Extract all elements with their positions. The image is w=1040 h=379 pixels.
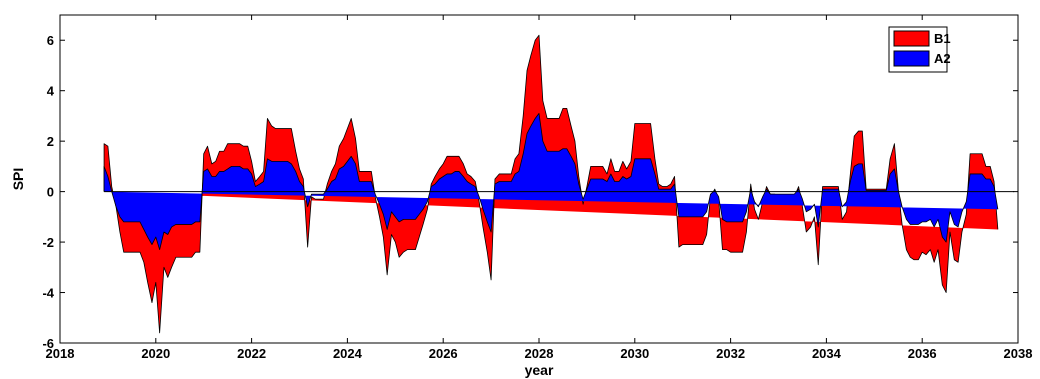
legend-label-a2: A2 bbox=[934, 51, 951, 66]
x-tick-label: 2022 bbox=[237, 346, 266, 361]
x-tick-label: 2026 bbox=[429, 346, 458, 361]
y-tick-label: 6 bbox=[47, 33, 54, 48]
plot-frame bbox=[59, 14, 1019, 344]
legend-swatch-b1 bbox=[893, 30, 930, 47]
y-tick-label: 0 bbox=[47, 185, 54, 200]
x-tick-label: 2036 bbox=[908, 346, 937, 361]
x-tick-label: 2020 bbox=[141, 346, 170, 361]
x-tick-label: 2030 bbox=[620, 346, 649, 361]
legend: B1 A2 bbox=[888, 26, 951, 73]
legend-label-b1: B1 bbox=[934, 31, 951, 46]
axes-layer: 2018 2020 2022 2024 2026 2028 2030 2032 2034 2036… bbox=[42, 15, 1032, 361]
x-axis-label: year bbox=[525, 362, 554, 378]
x-tick-label: 2032 bbox=[716, 346, 745, 361]
y-axis-label: SPI bbox=[10, 168, 26, 191]
y-tick-label: 2 bbox=[47, 134, 54, 149]
x-tick-label: 2028 bbox=[525, 346, 554, 361]
x-tick-label: 2038 bbox=[1004, 346, 1033, 361]
y-tick-label: 4 bbox=[47, 84, 55, 99]
x-tick-label: 2034 bbox=[812, 346, 842, 361]
y-tick-label: -2 bbox=[42, 235, 54, 250]
legend-swatch-a2 bbox=[893, 50, 930, 67]
y-tick-label: -4 bbox=[42, 286, 54, 301]
x-tick-label: 2024 bbox=[333, 346, 363, 361]
series-layer bbox=[103, 34, 1015, 334]
x-tick-label: 2018 bbox=[46, 346, 75, 361]
y-tick-label: -6 bbox=[42, 336, 54, 351]
